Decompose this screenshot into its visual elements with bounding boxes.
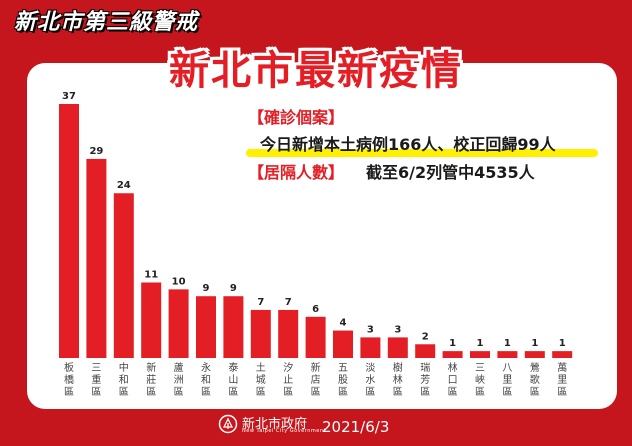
category-label-16: 八里區 bbox=[502, 363, 512, 398]
alert-level-title: 新北市第三級警戒 bbox=[14, 10, 199, 35]
data-label-3: 11 bbox=[144, 269, 158, 280]
data-label-18: 1 bbox=[559, 338, 566, 349]
bar-12 bbox=[387, 337, 408, 358]
category-label-13: 瑞芳區 bbox=[420, 362, 430, 398]
confirmed-text: 今日新增本土病例166人、校正回歸99人 bbox=[260, 135, 556, 154]
data-label-16: 1 bbox=[504, 338, 511, 349]
category-label-18: 萬里區 bbox=[557, 361, 567, 398]
confirmed-label: 【確診個案】 bbox=[248, 108, 345, 127]
category-label-9: 新店區 bbox=[311, 361, 321, 398]
data-label-15: 1 bbox=[477, 338, 484, 349]
data-label-2: 24 bbox=[117, 180, 131, 191]
bar-6 bbox=[223, 296, 244, 358]
data-label-17: 1 bbox=[531, 338, 538, 349]
category-label-10: 五股區 bbox=[338, 363, 348, 398]
bar-14 bbox=[442, 351, 463, 358]
data-label-10: 4 bbox=[340, 318, 347, 329]
data-label-9: 6 bbox=[312, 304, 319, 315]
report-date: 2021/6/3 bbox=[322, 418, 390, 436]
data-label-8: 7 bbox=[285, 297, 292, 308]
bar-16 bbox=[497, 351, 518, 358]
category-label-12: 樹林區 bbox=[393, 361, 403, 398]
bar-7 bbox=[250, 309, 271, 358]
city-logo-icon bbox=[218, 414, 238, 434]
government-name-en: New Taipei City Government bbox=[242, 428, 326, 434]
quarantine-label: 【居隔人數】 bbox=[248, 163, 345, 182]
data-label-13: 2 bbox=[422, 331, 429, 342]
bar-0 bbox=[59, 104, 79, 358]
bar-1 bbox=[86, 158, 107, 358]
data-label-12: 3 bbox=[394, 324, 401, 335]
data-label-4: 10 bbox=[172, 276, 186, 287]
category-label-15: 三峽區 bbox=[475, 363, 485, 398]
bar-18 bbox=[552, 351, 573, 358]
bar-10 bbox=[333, 330, 353, 358]
bar-4 bbox=[168, 289, 189, 358]
category-label-2: 中和區 bbox=[119, 361, 129, 398]
category-label-7: 土城區 bbox=[256, 361, 266, 398]
category-label-17: 鶯歌區 bbox=[530, 361, 540, 398]
bar-13 bbox=[415, 344, 436, 358]
data-label-14: 1 bbox=[449, 338, 456, 349]
bar-5 bbox=[196, 296, 216, 358]
bar-8 bbox=[278, 309, 299, 358]
data-label-7: 7 bbox=[257, 297, 264, 308]
quarantine-text: 截至6/2列管中4535人 bbox=[366, 163, 535, 182]
data-label-1: 29 bbox=[89, 146, 103, 157]
bar-9 bbox=[305, 316, 326, 358]
bar-11 bbox=[360, 337, 381, 358]
bar-15 bbox=[470, 351, 490, 358]
bar-17 bbox=[524, 351, 545, 358]
category-label-11: 淡水區 bbox=[365, 362, 375, 398]
category-label-5: 永和區 bbox=[201, 361, 211, 398]
bar-3 bbox=[141, 282, 162, 358]
bar-2 bbox=[113, 193, 134, 358]
category-label-14: 林口區 bbox=[448, 361, 458, 398]
highlight-bar bbox=[246, 149, 598, 157]
category-label-4: 蘆洲區 bbox=[174, 361, 184, 398]
category-label-8: 汐止區 bbox=[283, 361, 293, 398]
data-label-11: 3 bbox=[367, 324, 374, 335]
category-label-6: 泰山區 bbox=[228, 361, 238, 398]
category-label-0: 板橋區 bbox=[64, 361, 74, 398]
data-label-6: 9 bbox=[230, 283, 237, 294]
data-label-5: 9 bbox=[203, 283, 210, 294]
government-name: 新北市政府 bbox=[242, 417, 308, 432]
data-label-0: 37 bbox=[62, 91, 76, 102]
category-label-1: 三重區 bbox=[91, 363, 101, 398]
category-label-3: 新莊區 bbox=[146, 361, 156, 398]
main-title: 新北市最新疫情 bbox=[169, 48, 463, 94]
